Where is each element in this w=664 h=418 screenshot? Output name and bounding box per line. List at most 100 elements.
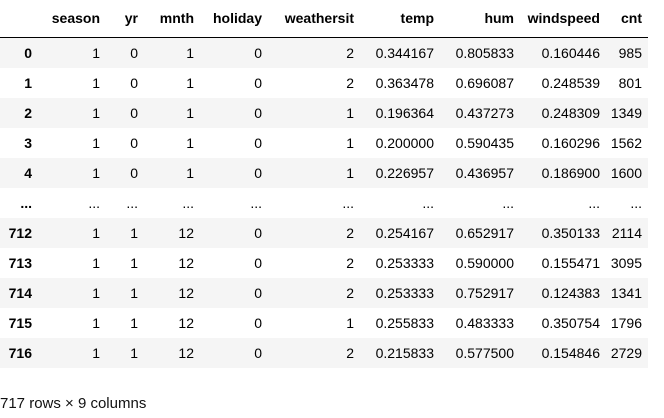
- cell-holiday: 0: [254, 315, 262, 331]
- cell-hum: 0.590435: [455, 135, 514, 151]
- cell-yr: 1: [130, 345, 138, 361]
- cell-windspeed: 0.155471: [541, 255, 600, 271]
- table-row: 713 1 1 12 0 2 0.253333 0.590000 0.155471 3095: [0, 248, 648, 278]
- table-row: 716 1 1 12 0 2 0.215833 0.577500 0.154846 2729: [0, 338, 648, 368]
- cell-yr: 1: [130, 315, 138, 331]
- cell-temp: 0.253333: [375, 285, 434, 301]
- table-row: 4 1 0 1 0 1 0.226957 0.436957 0.186900 1600: [0, 158, 648, 188]
- cell-windspeed: 0.160446: [541, 45, 600, 61]
- cell-temp: 0.196364: [375, 105, 434, 121]
- cell-windspeed: 0.350754: [541, 315, 600, 331]
- cell-season: 1: [92, 285, 100, 301]
- cell-windspeed: 0.248309: [541, 105, 600, 121]
- table-row: 1 1 0 1 0 2 0.363478 0.696087 0.248539 801: [0, 68, 648, 98]
- cell-weathersit: 2: [346, 345, 354, 361]
- cell-holiday: 0: [254, 285, 262, 301]
- cell-hum: 0.590000: [455, 255, 514, 271]
- cell-season: 1: [92, 225, 100, 241]
- cell-holiday: 0: [254, 45, 262, 61]
- dataframe-table: season yr mnth holiday weathersit temp hum wind…: [0, 0, 648, 368]
- cell-weathersit: 1: [346, 315, 354, 331]
- cell-mnth: ...: [182, 195, 194, 211]
- column-header-temp: temp: [360, 0, 440, 38]
- cell-weathersit: 1: [346, 105, 354, 121]
- column-header-mnth: mnth: [144, 0, 200, 38]
- cell-mnth: 1: [186, 135, 194, 151]
- cell-windspeed: 0.124383: [541, 285, 600, 301]
- cell-yr: 1: [130, 285, 138, 301]
- row-index: 713: [8, 255, 32, 271]
- cell-hum: 0.652917: [455, 225, 514, 241]
- row-index: 3: [24, 135, 32, 151]
- column-header-yr: yr: [106, 0, 144, 38]
- cell-windspeed: 0.160296: [541, 135, 600, 151]
- cell-season: 1: [92, 105, 100, 121]
- cell-hum: 0.696087: [455, 75, 514, 91]
- index-header: [0, 0, 38, 38]
- cell-weathersit: 1: [346, 135, 354, 151]
- dataframe-output: season yr mnth holiday weathersit temp hum wind…: [0, 0, 648, 368]
- table-row: 2 1 0 1 0 1 0.196364 0.437273 0.248309 1349: [0, 98, 648, 128]
- cell-holiday: 0: [254, 165, 262, 181]
- cell-weathersit: ...: [342, 195, 354, 211]
- cell-holiday: 0: [254, 105, 262, 121]
- cell-mnth: 1: [186, 45, 194, 61]
- cell-holiday: 0: [254, 135, 262, 151]
- cell-yr: 0: [130, 165, 138, 181]
- cell-cnt: 1349: [610, 105, 642, 121]
- cell-windspeed: 0.248539: [541, 75, 600, 91]
- cell-windspeed: ...: [588, 195, 600, 211]
- cell-season: 1: [92, 135, 100, 151]
- cell-temp: 0.344167: [375, 45, 434, 61]
- cell-cnt: 1341: [610, 285, 642, 301]
- cell-yr: 0: [130, 45, 138, 61]
- cell-weathersit: 2: [346, 45, 354, 61]
- cell-weathersit: 2: [346, 285, 354, 301]
- cell-weathersit: 2: [346, 255, 354, 271]
- cell-mnth: 1: [186, 165, 194, 181]
- cell-temp: 0.253333: [375, 255, 434, 271]
- cell-season: 1: [92, 165, 100, 181]
- cell-weathersit: 1: [346, 165, 354, 181]
- cell-holiday: ...: [250, 195, 262, 211]
- cell-yr: 0: [130, 105, 138, 121]
- row-index: 4: [24, 165, 32, 181]
- cell-cnt: 1796: [610, 315, 642, 331]
- cell-cnt: 801: [618, 75, 642, 91]
- row-index: 715: [8, 315, 32, 331]
- table-row: 714 1 1 12 0 2 0.253333 0.752917 0.124383 1341: [0, 278, 648, 308]
- cell-weathersit: 2: [346, 75, 354, 91]
- cell-hum: ...: [502, 195, 514, 211]
- cell-season: 1: [92, 45, 100, 61]
- cell-temp: 0.226957: [375, 165, 434, 181]
- cell-holiday: 0: [254, 345, 262, 361]
- cell-mnth: 1: [186, 75, 194, 91]
- cell-cnt: 2114: [611, 225, 642, 241]
- cell-season: 1: [92, 315, 100, 331]
- cell-mnth: 12: [178, 315, 194, 331]
- header-row: season yr mnth holiday weathersit temp hum wind…: [0, 0, 648, 38]
- cell-holiday: 0: [254, 225, 262, 241]
- column-header-weathersit: weathersit: [268, 0, 360, 38]
- cell-cnt: 985: [618, 45, 642, 61]
- cell-cnt: 1600: [610, 165, 642, 181]
- row-index: 2: [24, 105, 32, 121]
- table-row: 0 1 0 1 0 2 0.344167 0.805833 0.160446 985: [0, 37, 648, 68]
- cell-season: ...: [88, 195, 100, 211]
- column-header-windspeed: windspeed: [520, 0, 606, 38]
- cell-mnth: 12: [178, 345, 194, 361]
- cell-yr: ...: [126, 195, 138, 211]
- cell-mnth: 12: [178, 225, 194, 241]
- cell-temp: 0.254167: [375, 225, 434, 241]
- cell-temp: 0.215833: [375, 345, 434, 361]
- table-row: 3 1 0 1 0 1 0.200000 0.590435 0.160296 1562: [0, 128, 648, 158]
- cell-temp: 0.200000: [375, 135, 434, 151]
- cell-mnth: 12: [178, 285, 194, 301]
- cell-windspeed: 0.186900: [541, 165, 600, 181]
- table-header: season yr mnth holiday weathersit temp hum wind…: [0, 0, 648, 38]
- cell-yr: 0: [130, 135, 138, 151]
- column-header-cnt: cnt: [606, 0, 648, 38]
- cell-season: 1: [92, 255, 100, 271]
- cell-yr: 1: [130, 255, 138, 271]
- cell-windspeed: 0.350133: [541, 225, 600, 241]
